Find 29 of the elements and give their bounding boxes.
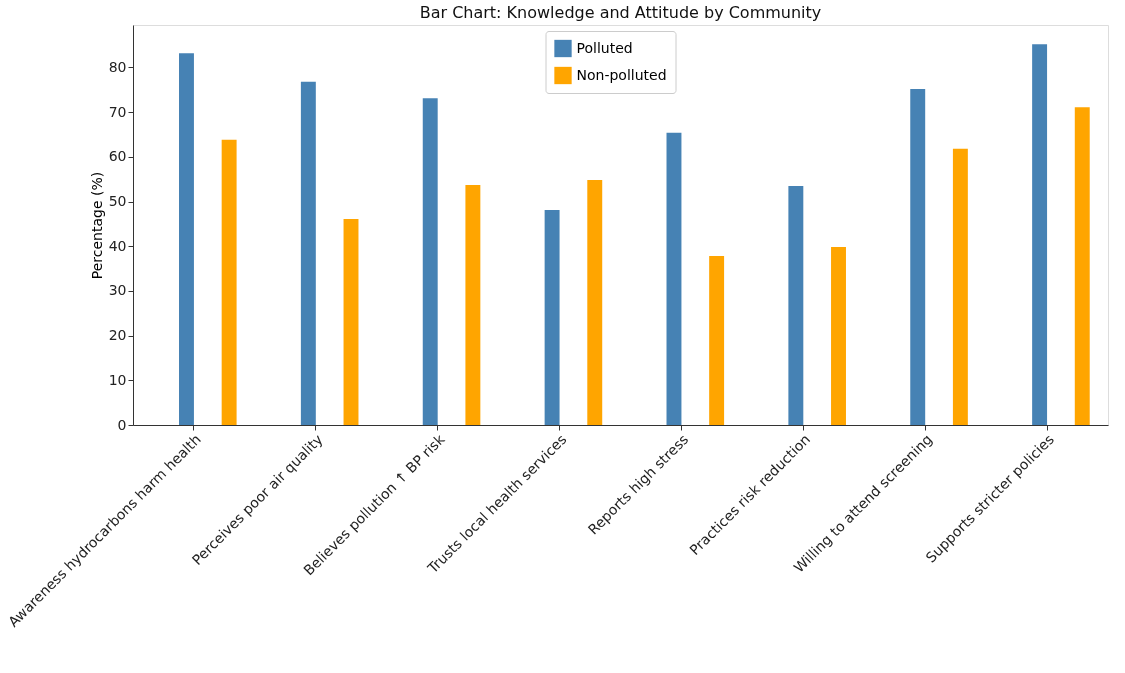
bar: [179, 53, 194, 425]
bar: [709, 256, 725, 425]
bar: [788, 185, 804, 425]
bar: [831, 247, 846, 425]
y-tick-label: 60: [108, 148, 127, 165]
legend-label: Non-polluted: [576, 66, 667, 83]
bar: [1032, 44, 1048, 425]
bar: [1074, 107, 1090, 425]
bar: [343, 218, 359, 425]
bar: [952, 148, 968, 425]
y-tick-label: 20: [108, 327, 127, 344]
y-tick-label: 30: [108, 282, 127, 299]
y-tick-label: 40: [108, 237, 127, 254]
legend-label: Polluted: [576, 39, 633, 56]
y-axis-title: Percentage (%): [88, 171, 105, 280]
bar: [221, 139, 237, 425]
bar: [422, 98, 438, 425]
bar: [666, 132, 682, 425]
bar: [465, 185, 481, 425]
bar: [587, 180, 603, 425]
y-tick-label: 70: [108, 103, 127, 120]
y-tick-label: 80: [108, 58, 127, 75]
bar: [300, 81, 316, 425]
bar: [910, 88, 926, 425]
chart-title: Bar Chart: Knowledge and Attitude by Community: [419, 3, 822, 22]
y-tick-label: 10: [108, 371, 127, 388]
y-tick-label: 0: [117, 416, 127, 433]
bar: [544, 210, 560, 425]
y-tick-label: 50: [108, 193, 127, 210]
